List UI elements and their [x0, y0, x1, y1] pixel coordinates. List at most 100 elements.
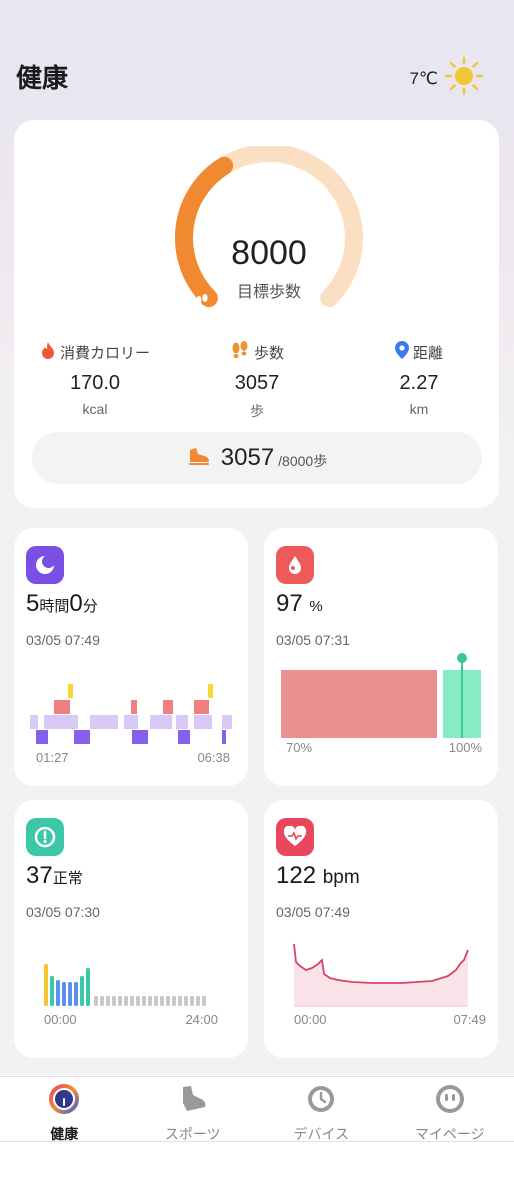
tab-mypage[interactable]: マイページ: [386, 1077, 514, 1142]
stress-bar-empty: [106, 996, 110, 1006]
stress-bar-empty: [124, 996, 128, 1006]
moon-icon: [26, 546, 64, 584]
steps-unit: 歩: [250, 403, 264, 419]
calories-label: 消費カロリー: [59, 344, 150, 362]
stress-bar-empty: [172, 996, 176, 1006]
spo2-min-label: 70%: [286, 740, 313, 755]
steps-value: 3057: [234, 372, 280, 394]
sleep-bar: [131, 700, 137, 714]
steps-goal-suffix: /8000歩: [278, 453, 328, 469]
tab-sports[interactable]: スポーツ: [129, 1077, 258, 1142]
sleep-bar: [208, 684, 213, 698]
footprints-icon: [196, 294, 208, 304]
stress-bar: [56, 980, 60, 1006]
calories-stat: 消費カロリー 170.0 kcal: [20, 342, 170, 417]
stress-bar-empty: [94, 996, 98, 1006]
stress-bar: [50, 976, 54, 1006]
profile-face-icon: [434, 1083, 466, 1120]
heart-start-time: 00:00: [294, 1012, 327, 1027]
sleep-bar: [222, 730, 226, 744]
sleep-stage-chart: [30, 684, 232, 744]
goal-steps-value: 8000: [231, 234, 307, 272]
stress-bar-empty: [112, 996, 116, 1006]
sleep-bar: [163, 700, 173, 714]
stress-bar: [68, 982, 72, 1006]
shoe-icon: [187, 446, 211, 471]
stress-start-time: 00:00: [44, 1012, 77, 1027]
stress-bar: [44, 964, 48, 1006]
stress-bar-empty: [160, 996, 164, 1006]
stress-timestamp: 03/05 07:30: [26, 904, 100, 920]
spo2-value: 97 %: [276, 590, 323, 617]
sleep-bar: [124, 715, 138, 729]
sleep-bar: [178, 730, 190, 744]
health-ring-icon: [48, 1083, 80, 1120]
location-pin-icon: [394, 341, 409, 363]
stress-bar-empty: [202, 996, 206, 1006]
spo2-chart: [281, 653, 481, 738]
heart-rate-timestamp: 03/05 07:49: [276, 904, 350, 920]
steps-progress-ring: 8000 目標歩数: [164, 144, 374, 326]
flame-icon: [40, 341, 56, 363]
sleep-start-time: 01:27: [36, 750, 69, 765]
sleep-card[interactable]: 5時間0分 03/05 07:49 01:27 06:38: [14, 528, 248, 786]
sleep-bar: [222, 715, 232, 729]
sleep-timestamp: 03/05 07:49: [26, 632, 100, 648]
distance-label: 距離: [412, 344, 443, 362]
current-steps: 3057: [220, 444, 275, 471]
stress-end-time: 24:00: [185, 1012, 218, 1027]
stress-bar: [62, 982, 66, 1006]
distance-stat: 距離 2.27 km: [344, 341, 494, 417]
heart-pulse-icon: [276, 818, 314, 856]
distance-value: 2.27: [399, 372, 439, 394]
stress-bar-empty: [142, 996, 146, 1006]
sleep-duration: 5時間0分: [26, 590, 98, 617]
sleep-bar: [68, 684, 73, 698]
heart-rate-card[interactable]: 122 bpm 03/05 07:49 00:00 07:49: [264, 800, 498, 1058]
sleep-end-time: 06:38: [197, 750, 230, 765]
spo2-timestamp: 03/05 07:31: [276, 632, 350, 648]
stress-bar-empty: [136, 996, 140, 1006]
stress-bar-empty: [166, 996, 170, 1006]
sleep-bar: [194, 700, 209, 714]
stress-bar-empty: [196, 996, 200, 1006]
sleep-bar: [44, 715, 78, 729]
heart-rate-chart: [293, 943, 469, 1007]
spo2-low-range-bar: [281, 670, 437, 738]
sun-icon: [444, 56, 484, 101]
stress-bar: [80, 976, 84, 1006]
sleep-bar: [90, 715, 118, 729]
stress-bar-empty: [184, 996, 188, 1006]
tab-health[interactable]: 健康: [0, 1077, 129, 1142]
sleep-bar: [36, 730, 48, 744]
blood-oxygen-card[interactable]: 97 % 03/05 07:31 70% 100%: [264, 528, 498, 786]
shoe-icon: [177, 1083, 209, 1120]
heart-rate-area: [294, 944, 468, 1006]
steps-card[interactable]: 8000 目標歩数 消費カロリー 170.0 kcal 歩数 3057 歩 距離: [14, 120, 499, 508]
sleep-bar: [176, 715, 188, 729]
stress-bar-empty: [130, 996, 134, 1006]
heart-rate-value: 122 bpm: [276, 862, 360, 889]
sleep-bar: [54, 700, 70, 714]
footprints-icon: [230, 341, 250, 363]
tab-device[interactable]: デバイス: [257, 1077, 386, 1142]
calories-unit: kcal: [82, 401, 108, 417]
sleep-bar: [194, 715, 212, 729]
stress-card[interactable]: 37正常 03/05 07:30 00:00 24:00: [14, 800, 248, 1058]
bottom-tab-bar: 健康 スポーツ デバイス マイページ: [0, 1076, 514, 1142]
weather-widget[interactable]: 7℃: [409, 56, 484, 101]
blood-drop-icon: [276, 546, 314, 584]
stress-bar-empty: [154, 996, 158, 1006]
heart-rate-line: [293, 943, 469, 984]
steps-progress-pill[interactable]: 3057 /8000歩: [32, 432, 482, 484]
sleep-bar: [132, 730, 148, 744]
stress-bar-empty: [190, 996, 194, 1006]
spo2-marker-dot: [457, 653, 467, 663]
spo2-max-label: 100%: [448, 740, 482, 755]
temperature-label: 7℃: [409, 68, 438, 88]
stress-gauge-icon: [26, 818, 64, 856]
stress-bar-empty: [178, 996, 182, 1006]
stress-bar-empty: [100, 996, 104, 1006]
page-title: 健康: [16, 63, 69, 93]
calories-value: 170.0: [69, 372, 121, 394]
